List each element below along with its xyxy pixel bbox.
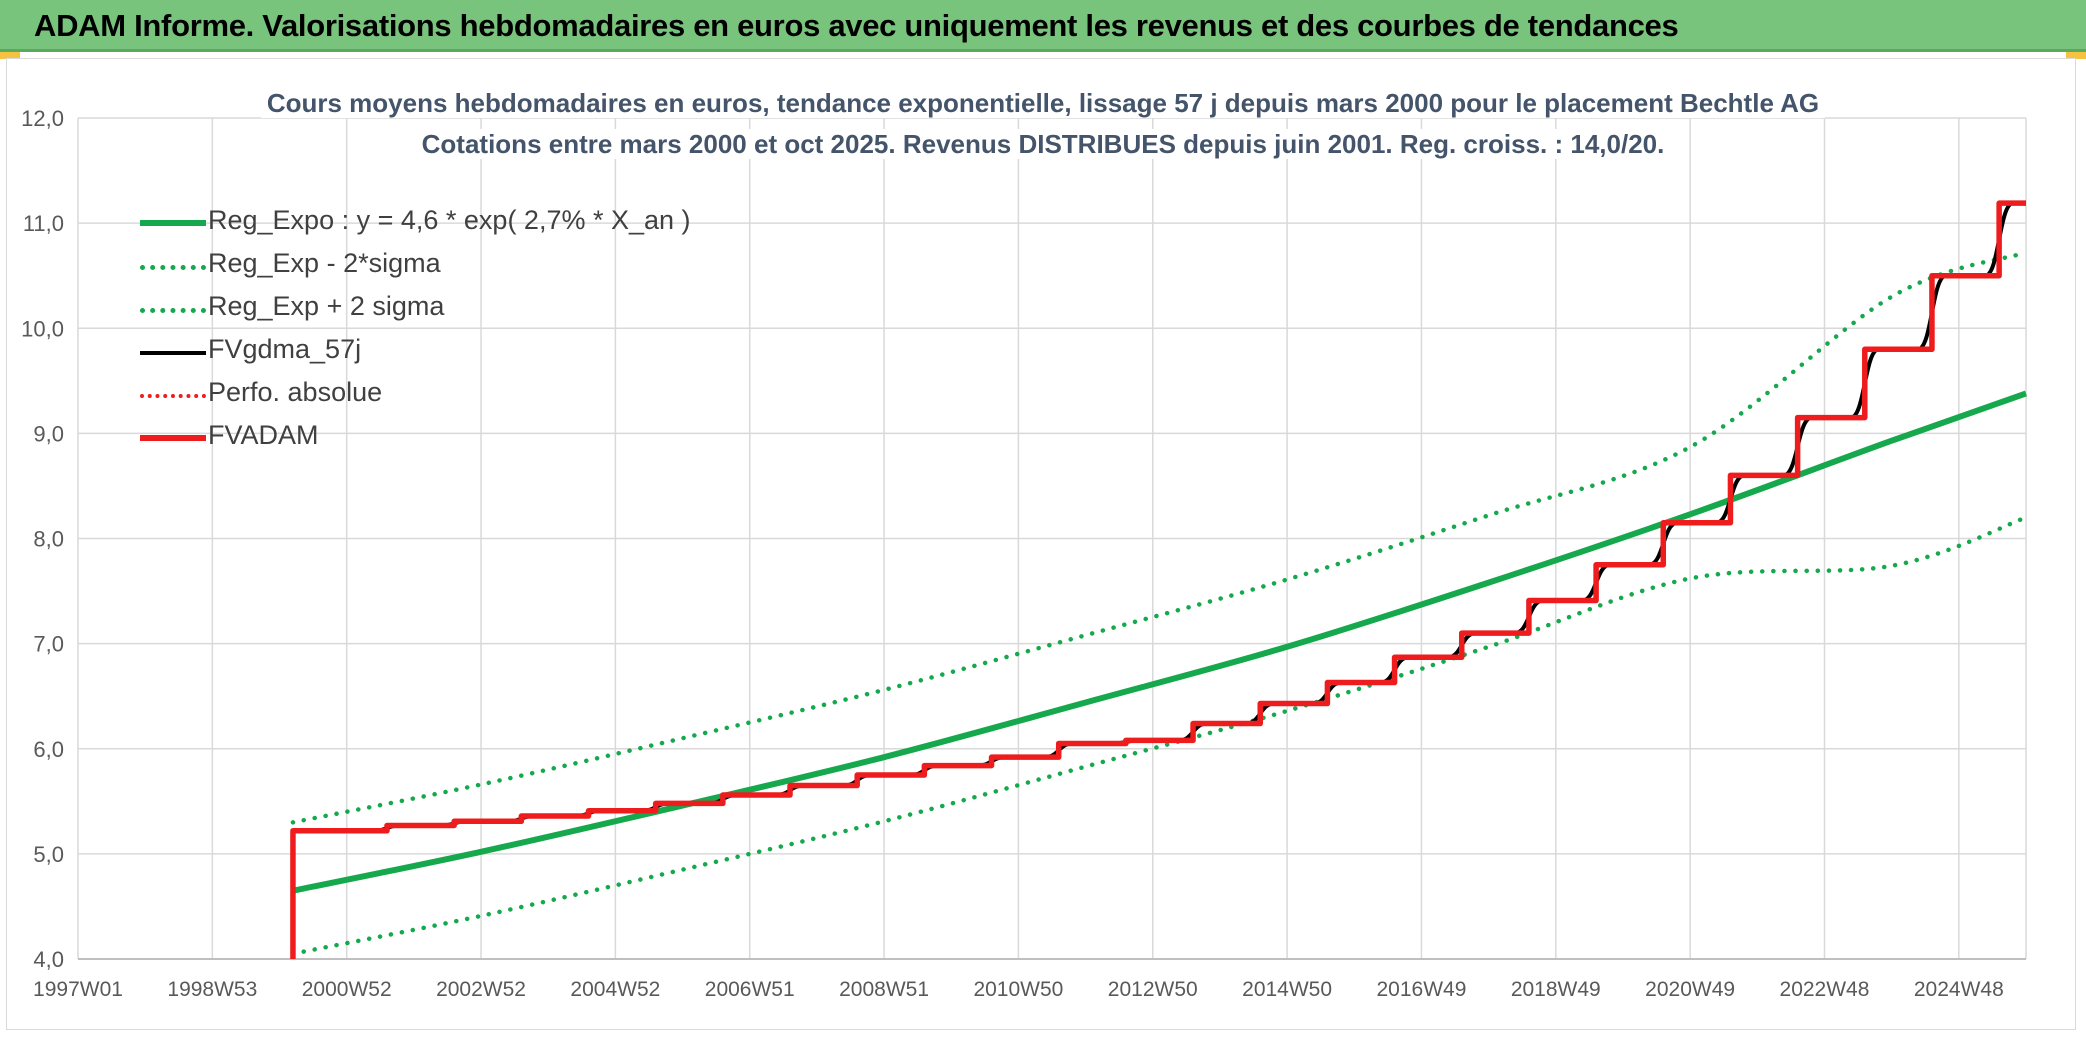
x-tick-label: 2018W49	[1511, 978, 1601, 1001]
y-tick-label: 10,0	[21, 316, 64, 341]
chart-subtitle: Cotations entre mars 2000 et oct 2025. R…	[415, 129, 1671, 159]
x-tick-label: 2022W48	[1780, 978, 1870, 1001]
legend-label-perfo: Perfo. absolue	[208, 377, 383, 407]
chart-subtitle-wrap: Cotations entre mars 2000 et oct 2025. R…	[0, 129, 2086, 160]
legend-swatch-reg-minus	[140, 265, 206, 270]
series-line-reg-plus	[290, 250, 2029, 825]
y-tick-label: 5,0	[33, 842, 64, 867]
y-tick-label: 8,0	[33, 527, 64, 552]
report-banner: ADAM Informe. Valorisations hebdomadaire…	[0, 0, 2086, 52]
chart-title-wrap: Cours moyens hebdomadaires en euros, ten…	[0, 88, 2086, 119]
legend-label-fvgdma: FVgdma_57j	[208, 334, 362, 364]
y-tick-label: 12,0	[21, 106, 64, 131]
y-tick-label: 9,0	[33, 421, 64, 446]
series-line-fvgdma	[290, 201, 2026, 959]
y-tick-label: 7,0	[33, 632, 64, 657]
x-tick-label: 2024W48	[1914, 978, 2004, 1001]
legend-label-fvadam: FVADAM	[208, 420, 319, 450]
series-line-perfo	[291, 201, 2026, 959]
x-tick-label: 2002W52	[436, 978, 526, 1001]
legend-swatch-perfo	[140, 394, 206, 398]
x-tick-label: 2000W52	[302, 978, 392, 1001]
legend-label-reg-minus: Reg_Exp - 2*sigma	[208, 248, 441, 278]
x-tick-label: 2004W52	[570, 978, 660, 1001]
x-tick-label: 2006W51	[705, 978, 795, 1001]
y-tick-label: 11,0	[23, 211, 64, 236]
x-tick-label: 2008W51	[839, 978, 929, 1001]
x-tick-label: 1998W53	[167, 978, 257, 1001]
legend-label-reg-plus: Reg_Exp + 2 sigma	[208, 291, 445, 321]
legend-label-reg-expo: Reg_Expo : y = 4,6 * exp( 2,7% * X_an )	[208, 205, 691, 235]
series-line-fvadam	[290, 200, 2026, 959]
legend-swatch-reg-expo	[140, 220, 206, 226]
x-tick-label: 2020W49	[1645, 978, 1735, 1001]
x-tick-label: 2014W50	[1242, 978, 1332, 1001]
legend-swatch-fvgdma	[140, 351, 206, 355]
legend-swatch-fvadam	[140, 435, 206, 441]
series-line-reg-minus	[290, 515, 2029, 956]
corner-mark-right	[2066, 52, 2086, 59]
x-tick-label: 2010W50	[973, 978, 1063, 1001]
x-tick-label: 2016W49	[1376, 978, 1466, 1001]
chart-title: Cours moyens hebdomadaires en euros, ten…	[260, 88, 1826, 118]
y-tick-label: 6,0	[33, 737, 64, 762]
chart-frame	[6, 58, 2076, 1030]
x-tick-label: 1997W01	[33, 978, 123, 1001]
legend-swatch-reg-plus	[140, 308, 206, 313]
x-tick-label: 2012W50	[1108, 978, 1198, 1001]
corner-mark-left	[0, 52, 20, 59]
series-line-reg-expo	[292, 390, 2027, 894]
y-tick-label: 4,0	[33, 947, 64, 972]
report-title: ADAM Informe. Valorisations hebdomadaire…	[34, 8, 1679, 43]
